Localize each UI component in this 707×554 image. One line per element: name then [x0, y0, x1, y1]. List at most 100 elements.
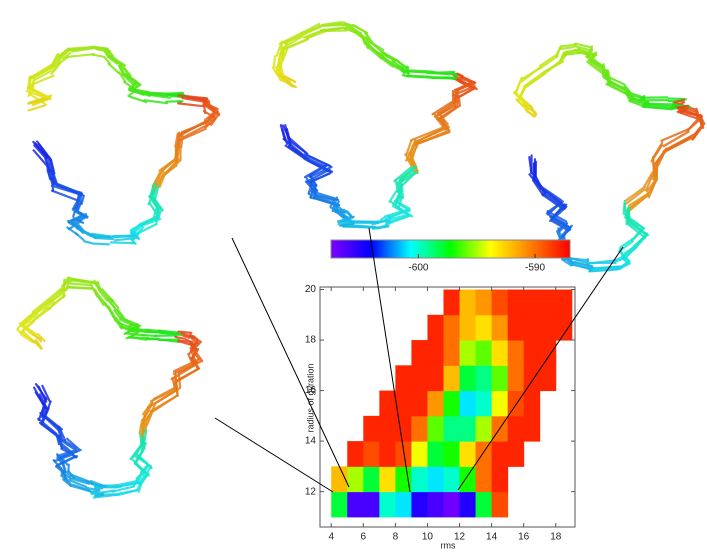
protein-strand	[408, 139, 418, 156]
protein-strand	[76, 201, 82, 213]
heatmap-cell	[507, 390, 525, 417]
protein-strand	[588, 51, 598, 61]
protein-strand	[62, 463, 67, 471]
protein-strand	[676, 110, 699, 120]
protein-strand	[627, 206, 631, 223]
protein-strand	[454, 78, 461, 83]
protein-strand	[433, 112, 447, 127]
colorbar	[330, 239, 571, 259]
heatmap-cell	[379, 441, 396, 467]
protein-strand	[353, 24, 369, 34]
protein-strand	[61, 457, 69, 466]
heatmap-cell	[475, 466, 493, 493]
protein-strand	[50, 189, 81, 202]
protein-strand	[405, 139, 413, 157]
protein-strand	[539, 53, 558, 67]
protein-strand	[207, 104, 221, 117]
heatmap-cell	[443, 340, 461, 366]
heatmap-cell	[395, 365, 412, 392]
protein-strand	[116, 308, 125, 319]
protein-strand	[73, 200, 80, 210]
protein-strand	[382, 56, 398, 68]
protein-strand	[117, 489, 138, 495]
protein-strand	[619, 237, 635, 249]
heatmap-cell	[475, 390, 493, 417]
protein-strand	[588, 268, 619, 273]
protein-strand	[94, 292, 105, 307]
heatmap-cell	[411, 415, 428, 442]
protein-strand	[129, 445, 141, 461]
protein-strand	[628, 99, 646, 108]
protein-strand	[665, 134, 695, 151]
protein-strand	[623, 253, 630, 262]
x-tick-label: 14	[486, 532, 498, 543]
protein-strand	[85, 486, 101, 492]
heatmap-cell	[475, 415, 493, 442]
heatmap-cell	[363, 415, 380, 442]
protein-strand	[271, 66, 280, 78]
protein-strand	[453, 80, 475, 92]
protein-strand	[651, 141, 664, 160]
heatmap-cell	[507, 441, 525, 467]
heatmap-cell	[427, 314, 444, 341]
protein-strand	[188, 344, 196, 355]
protein-strand	[573, 260, 594, 268]
protein-strand	[606, 69, 612, 84]
protein-strand	[438, 112, 449, 130]
protein-strand	[605, 83, 629, 96]
heatmap-cell	[491, 289, 509, 316]
protein-strand	[29, 63, 54, 79]
protein-strand	[575, 51, 595, 57]
heatmap-cell	[523, 314, 541, 341]
heatmap-cell	[459, 415, 477, 442]
protein-strand	[529, 104, 538, 115]
protein-strand	[28, 75, 32, 90]
protein-strand	[44, 415, 63, 431]
protein-strand	[409, 153, 418, 169]
protein-strand	[299, 154, 327, 168]
protein-strand	[119, 325, 137, 334]
heatmap-cell	[411, 441, 428, 467]
protein-strand	[645, 173, 654, 192]
heatmap-cell	[331, 491, 348, 518]
protein-strand	[132, 90, 151, 97]
heatmap-cell	[443, 466, 461, 493]
heatmap-cell	[459, 340, 477, 366]
protein-strand	[569, 262, 592, 271]
protein-strand	[451, 72, 459, 77]
protein-strand	[176, 131, 181, 147]
pointer-line	[368, 227, 411, 493]
protein-strand	[59, 448, 82, 459]
protein-strand	[587, 61, 606, 77]
protein-strand	[385, 221, 392, 227]
protein-strand	[643, 170, 654, 188]
x-tick-label: 10	[422, 532, 434, 543]
protein-strand	[543, 60, 565, 74]
protein-strand	[41, 384, 51, 403]
protein-strand	[628, 219, 647, 236]
protein-strand	[54, 55, 63, 70]
protein-strand	[139, 432, 143, 447]
x-axis-label: rms	[441, 540, 456, 550]
protein-strand	[23, 325, 38, 336]
y-tick-label: 20	[305, 284, 317, 295]
protein-strand	[187, 352, 195, 367]
protein-strand	[191, 348, 199, 360]
protein-strand	[147, 93, 171, 99]
protein-strand	[654, 147, 668, 165]
protein-strand	[68, 477, 90, 485]
heatmap-cell	[523, 415, 541, 442]
protein-strand	[377, 225, 390, 229]
protein-strand	[59, 428, 67, 442]
protein-strand	[103, 301, 114, 315]
protein-strand	[559, 51, 565, 62]
y-tick-label: 18	[305, 335, 317, 346]
heatmap-cell	[523, 289, 541, 316]
protein-strand	[160, 330, 184, 336]
heatmap-cell	[507, 365, 525, 392]
protein-strand	[55, 432, 61, 446]
protein-strand	[340, 215, 352, 222]
protein-strand	[203, 109, 217, 122]
pointer-line	[231, 237, 350, 488]
